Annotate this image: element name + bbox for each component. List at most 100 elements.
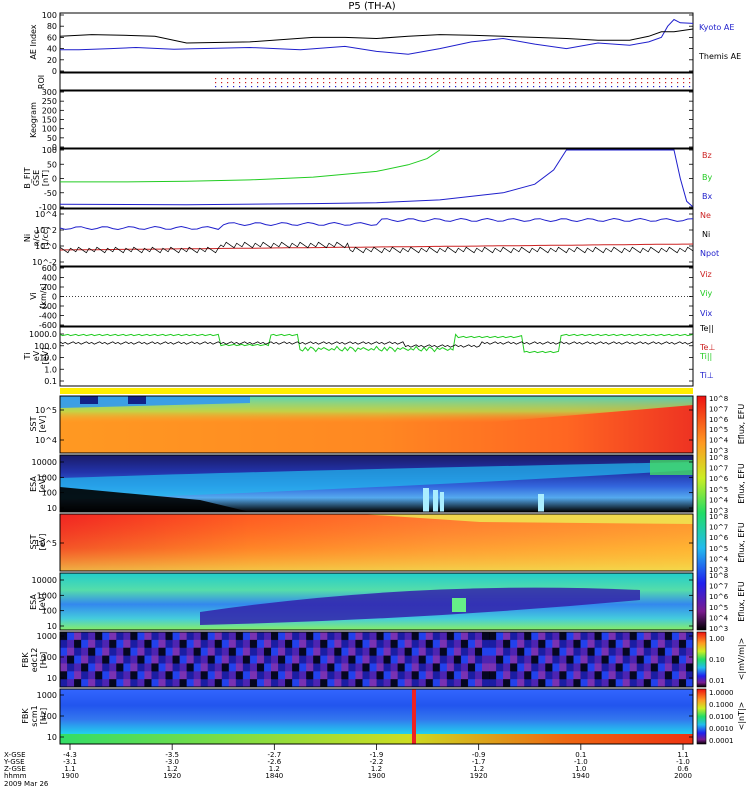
sst2-cb-3: 10^6 [709,534,729,542]
svg-text:Vi: Vi [29,292,38,300]
ni-tick-3: 10^4 [35,210,57,219]
legend-ti-par: Ti|| [699,352,712,361]
keogram-tick-3: 150 [42,116,57,125]
x-col-2-x: -2.7 [267,751,281,759]
esa2-cb-0: 10^3 [709,625,728,633]
sst1-cb-1: 10^4 [709,437,729,445]
sst1-tick-1: 10^5 [35,406,57,415]
bfit-tick-2: 0 [52,175,57,184]
esa2-cb-4: 10^7 [709,583,728,591]
ti-tick-4: 1000.0 [29,330,57,339]
esa1-cb-1: 10^4 [709,496,729,504]
bfit-ylabel-1: B_FIT [23,167,32,188]
vi-tick-4: 200 [42,283,57,292]
sst1-cb-5: 10^8 [709,395,728,403]
svg-text:Ni: Ni [23,234,32,242]
svg-text:SST: SST [29,416,38,431]
x-row-label-3: hhmm [4,772,27,780]
svg-text:ESA: ESA [29,594,38,610]
x-col-2-t: 1840 [265,772,283,780]
esa1-cb-2: 10^5 [709,486,728,494]
legend-viz: Viz [700,270,712,279]
esa2-cb-2: 10^5 [709,604,728,612]
x-col-4-z: 1.2 [473,765,484,773]
ae-tick-2: 40 [47,45,57,54]
fbk1-cb-0: 0.01 [709,677,725,685]
ti-tick-0: 0.1 [44,377,57,386]
x-col-5-t: 1940 [572,772,590,780]
x-col-0-t: 1900 [61,772,79,780]
esa1-cb-3: 10^6 [709,475,729,483]
x-col-1-y: -3.0 [165,758,179,766]
svg-text:[eV]: [eV] [38,534,47,551]
keogram-tick-5: 250 [42,97,57,106]
fbk1-cb-title: <|mV/m|> [737,638,746,681]
x-col-6-y: -1.0 [676,758,690,766]
legend-ti-perp: Ti⊥ [699,371,714,380]
svg-text:[eV]: [eV] [41,348,50,365]
sst2-cb-title: Eflux, EFU [737,522,746,563]
x-col-3-y: -2.2 [370,758,384,766]
series-themis-ae [59,28,694,44]
esa2-tick-1: 100 [42,607,57,616]
fbk1-tick-0: 10 [47,674,57,683]
legend-te-perp: Te⊥ [699,343,715,352]
series-kyoto-ae [60,18,694,55]
esa1-tick-3: 10000 [32,458,57,467]
series-ti-par [59,333,694,354]
fbk2-cb-0: 0.0001 [709,737,734,745]
svg-text:B_FIT: B_FIT [23,167,32,188]
fbk1-panel: 10 100 1000 FBK edc12 [Hz] [21,631,694,688]
fbk2-cb-1: 0.0010 [709,725,734,733]
esa2-tick-0: 10 [47,622,57,631]
fbk2-cb-title: <|nT|> [737,702,746,731]
svg-text:[eV]: [eV] [38,476,47,493]
svg-text:[eV]: [eV] [38,416,47,433]
x-col-5-x: 0.1 [575,751,586,759]
x-col-1-z: 1.2 [167,765,178,773]
legend-by: By [702,173,712,182]
fbk2-cb-3: 0.1000 [709,701,734,709]
sst1-cb-0: 10^3 [709,447,728,455]
x-col-0-z: 1.1 [64,765,75,773]
bfit-panel: -100 -50 0 50 100 B_FIT GSE [nT] Bz By Bx [23,146,712,212]
svg-text:[Hz]: [Hz] [39,708,48,724]
ni-tick-2: 10^2 [35,226,57,235]
svg-text:n/cc: n/cc [32,230,41,247]
sst1-cb-4: 10^7 [709,405,728,413]
svg-text:[nT]: [nT] [41,170,50,186]
ni-tick-1: 10^0 [35,242,57,251]
keogram-tick-2: 100 [42,125,57,134]
series-te-par [59,341,694,348]
fbk2-cb-4: 1.0000 [709,689,734,697]
x-col-6-z: 0.6 [677,765,689,773]
x-col-0-y: -3.1 [63,758,77,766]
x-col-1-x: -3.5 [165,751,179,759]
x-row-label-0: X-GSE [4,751,26,759]
x-col-3-z: 1.2 [371,765,382,773]
ti-tick-1: 1.0 [44,365,57,374]
x-col-5-y: -1.0 [574,758,588,766]
x-col-4-y: -1.7 [472,758,486,766]
sst1-tick-0: 10^4 [35,436,57,445]
esa2-cb-title: Eflux, EFU [737,581,746,622]
bfit-tick-3: 50 [47,160,57,169]
esa2-tick-2: 1000 [37,591,57,600]
fbk1-cb-1: 0.10 [709,656,725,664]
ae-tick-0: 0 [52,67,57,76]
legend-bx: Bx [702,192,712,201]
fbk1-cb-2: 1.00 [709,635,725,643]
x-col-6-t: 2000 [674,772,692,780]
x-col-3-t: 1900 [368,772,386,780]
x-col-6-x: 1.1 [677,751,688,759]
keogram-ylabel: Keogram [29,102,38,138]
vi-tick-2: -200 [39,302,57,311]
figure-title: P5 (TH-A) [348,1,395,12]
keogram-tick-6: 300 [42,88,57,97]
ti-tick-2: 10.0 [39,354,57,363]
sst1-cb-title: Eflux, EFU [737,404,746,445]
keogram-tick-0: 0 [52,143,57,152]
